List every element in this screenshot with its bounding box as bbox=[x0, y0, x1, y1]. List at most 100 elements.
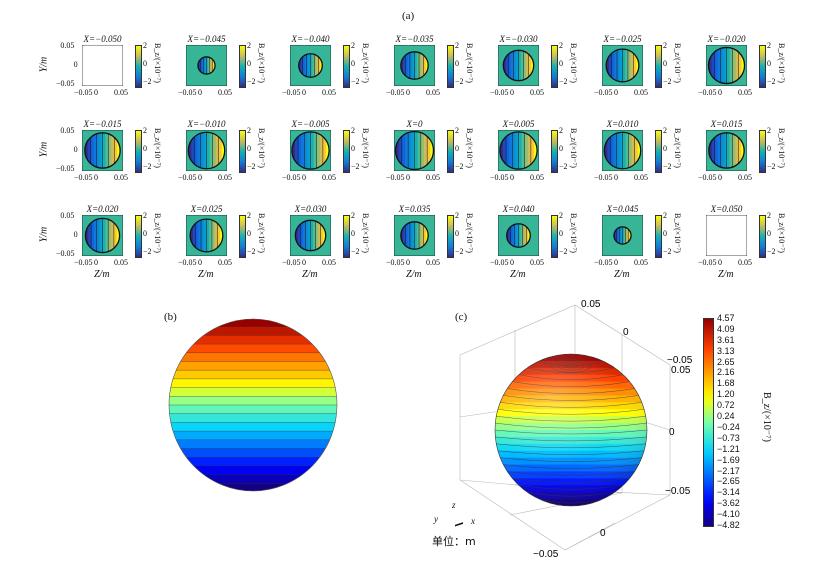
tick-right-top-a: −0.05 bbox=[667, 355, 693, 366]
colorbar-tick: 0 bbox=[663, 144, 667, 153]
slice-colorbar bbox=[239, 130, 246, 173]
colorbar-tick: 2 bbox=[143, 41, 147, 50]
colorbar-label: B_z/(×10⁻⁷) bbox=[673, 128, 682, 168]
z-tick: 0.05 bbox=[218, 258, 232, 267]
z-tick: 0.05 bbox=[634, 88, 648, 97]
z-tick: 0 bbox=[510, 88, 514, 97]
slice-title: X=0.035 bbox=[398, 204, 431, 214]
z-tick: −0.05 bbox=[698, 173, 717, 182]
z-tick: −0.05 bbox=[386, 258, 405, 267]
z-tick: −0.05 bbox=[490, 88, 509, 97]
slice-title: X=−0.045 bbox=[187, 34, 226, 44]
colorbar-tick: 0 bbox=[247, 144, 251, 153]
slice-plot bbox=[394, 130, 435, 171]
z-tick: 0 bbox=[718, 173, 722, 182]
slice-colorbar bbox=[239, 215, 246, 258]
z-tick: 0 bbox=[302, 258, 306, 267]
colorbar-tick: −2 bbox=[767, 162, 776, 171]
colorbar-tick: 2 bbox=[767, 211, 771, 220]
colorbar-label: B_z/(×10⁻⁷) bbox=[777, 128, 786, 168]
colorbar-c-tick: −1.21 bbox=[717, 443, 740, 454]
colorbar-tick: 0 bbox=[351, 144, 355, 153]
z-tick: 0.05 bbox=[530, 173, 544, 182]
colorbar-label: B_z/(×10⁻⁷) bbox=[257, 128, 266, 168]
colorbar-tick: −2 bbox=[455, 247, 464, 256]
slice-title: X=0 bbox=[406, 119, 423, 129]
z-tick: −0.05 bbox=[698, 258, 717, 267]
colorbar-tick: −2 bbox=[351, 247, 360, 256]
slice-title: X=−0.050 bbox=[83, 34, 122, 44]
colorbar-c-gradient bbox=[703, 318, 714, 527]
colorbar-tick: −2 bbox=[559, 247, 568, 256]
y-tick: 0.05 bbox=[60, 211, 75, 220]
z-tick: 0 bbox=[406, 88, 410, 97]
colorbar-label: B_z/(×10⁻⁷) bbox=[673, 213, 682, 253]
colorbar-tick: 2 bbox=[351, 41, 355, 50]
z-tick: −0.05 bbox=[282, 173, 301, 182]
tick-right-top-b: 0.05 bbox=[671, 365, 691, 376]
colorbar-c-tick: 4.57 bbox=[717, 313, 735, 323]
y-tick: −0.05 bbox=[56, 249, 75, 258]
colorbar-tick: 2 bbox=[351, 211, 355, 220]
colorbar-tick: 2 bbox=[455, 41, 459, 50]
slice-title: X=0.050 bbox=[710, 204, 743, 214]
z-axis-label: Z/m bbox=[406, 269, 422, 280]
z-tick: −0.05 bbox=[178, 88, 197, 97]
y-tick: 0 bbox=[73, 145, 78, 154]
tick-bottom-left: −0.05 bbox=[533, 549, 559, 560]
colorbar-tick: −2 bbox=[559, 77, 568, 86]
colorbar-label: B_z/(×10⁻⁷) bbox=[153, 128, 162, 168]
slice-colorbar bbox=[759, 45, 766, 88]
tick-bottom-mid: 0 bbox=[600, 528, 606, 539]
unit-text: 单位：m bbox=[432, 535, 476, 548]
slice-plot bbox=[186, 130, 227, 171]
slice-plot bbox=[186, 45, 227, 86]
slice-title: X=0.040 bbox=[502, 204, 535, 214]
slice-colorbar bbox=[447, 45, 454, 88]
z-tick: 0 bbox=[94, 173, 98, 182]
colorbar-c-tick: 0.24 bbox=[717, 411, 735, 422]
slice-title: X=−0.025 bbox=[603, 34, 642, 44]
z-axis-label: Z/m bbox=[302, 269, 318, 280]
colorbar-tick: 0 bbox=[351, 59, 355, 68]
colorbar-c-tick: −1.69 bbox=[717, 454, 740, 465]
z-tick: 0 bbox=[198, 173, 202, 182]
colorbar-label: B_z/(×10⁻⁷) bbox=[673, 43, 682, 83]
colorbar-tick: 2 bbox=[455, 211, 459, 220]
slice-plot bbox=[706, 45, 747, 86]
z-tick: −0.05 bbox=[490, 173, 509, 182]
z-tick: 0.05 bbox=[322, 88, 336, 97]
slice-plot bbox=[82, 130, 123, 171]
z-tick: −0.05 bbox=[490, 258, 509, 267]
slice-title: X=−0.035 bbox=[395, 34, 434, 44]
z-tick: 0.05 bbox=[114, 88, 128, 97]
colorbar-tick: 0 bbox=[559, 59, 563, 68]
colorbar-c-tick: −3.14 bbox=[717, 487, 740, 498]
z-tick: 0 bbox=[510, 173, 514, 182]
colorbar-c-tick: −0.24 bbox=[717, 421, 740, 432]
colorbar-tick: −2 bbox=[455, 77, 464, 86]
colorbar-c-tick: −2.17 bbox=[717, 465, 740, 476]
slice-colorbar bbox=[135, 130, 142, 173]
y-tick: 0 bbox=[73, 230, 78, 239]
colorbar-label: B_z/(×10⁻⁷) bbox=[361, 213, 370, 253]
colorbar-tick: 2 bbox=[767, 126, 771, 135]
colorbar-c-tick: 1.68 bbox=[717, 378, 735, 389]
colorbar-tick: −2 bbox=[663, 162, 672, 171]
z-tick: 0 bbox=[718, 88, 722, 97]
z-axis-label: Z/m bbox=[510, 269, 526, 280]
panel-label-c: (c) bbox=[455, 311, 468, 323]
colorbar-tick: 2 bbox=[663, 211, 667, 220]
z-tick: 0 bbox=[302, 173, 306, 182]
slice-title: X=−0.030 bbox=[499, 34, 538, 44]
slice-colorbar bbox=[343, 45, 350, 88]
colorbar-c-tick: −4.10 bbox=[717, 509, 740, 520]
slice-title: X=0.010 bbox=[606, 119, 639, 129]
panel-label-b: (b) bbox=[164, 311, 177, 323]
slice-colorbar bbox=[551, 130, 558, 173]
panel-label-a: (a) bbox=[402, 10, 415, 22]
colorbar-tick: 0 bbox=[143, 144, 147, 153]
colorbar-label: B_z/(×10⁻⁷) bbox=[153, 43, 162, 83]
slice-colorbar bbox=[343, 130, 350, 173]
colorbar-tick: 0 bbox=[767, 229, 771, 238]
